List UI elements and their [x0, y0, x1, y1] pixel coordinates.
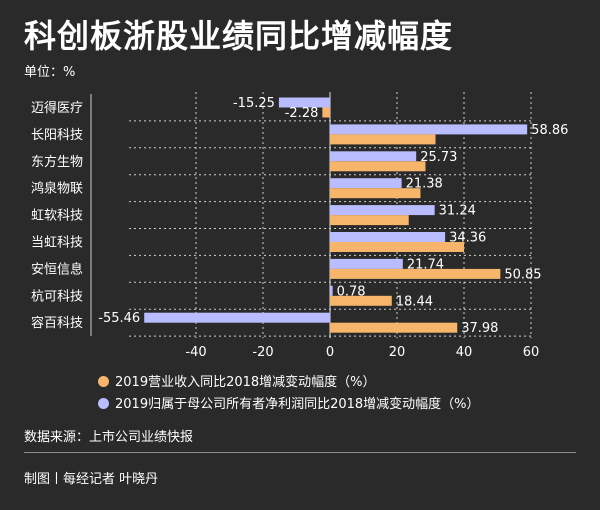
data-label-revenue-6: 50.85 — [504, 267, 541, 282]
bar-revenue-8 — [330, 322, 458, 333]
category-label-3: 鸿泉物联 — [31, 181, 83, 197]
category-label-2: 东方生物 — [31, 154, 83, 170]
legend-swatch-profit — [98, 398, 109, 409]
category-label-7: 杭可科技 — [31, 289, 83, 304]
x-tick-label-0: -40 — [185, 345, 206, 360]
data-label-profit-0: -15.25 — [233, 96, 275, 111]
bar-revenue-5 — [330, 242, 464, 252]
legend-item-revenue: 2019营业收入同比2018增减变动幅度（%） — [98, 375, 376, 391]
category-label-4: 虹软科技 — [31, 209, 83, 224]
bar-profit-6 — [330, 258, 403, 269]
unit-label: 单位：% — [24, 65, 76, 80]
bar-revenue-3 — [330, 188, 421, 199]
x-tick-label-4: 40 — [456, 345, 473, 360]
category-label-8: 容百科技 — [31, 315, 83, 331]
bar-revenue-0 — [322, 107, 330, 118]
credit-line: 制图丨每经记者 叶晓丹 — [24, 472, 159, 487]
x-tick-label-1: -20 — [252, 345, 273, 360]
legend-label-profit: 2019归属于母公司所有者净利润同比2018增减变动幅度（%） — [115, 397, 480, 412]
data-label-profit-2: 25.73 — [420, 150, 457, 165]
data-label-profit-3: 21.38 — [406, 177, 443, 192]
bar-profit-7 — [330, 285, 333, 296]
bar-profit-2 — [330, 151, 417, 162]
data-label-revenue-0: -2.28 — [285, 106, 319, 121]
x-tick-label-5: 60 — [523, 345, 540, 360]
bar-profit-5 — [330, 232, 446, 242]
bar-chart: -40 -20 0 20 40 60 迈得医疗 -15.25 -2.28 长阳科技 58.86 东方生… — [31, 92, 568, 360]
legend-item-profit: 2019归属于母公司所有者净利润同比2018增减变动幅度（%） — [98, 397, 480, 413]
data-label-profit-6: 21.74 — [407, 257, 444, 272]
bar-profit-8 — [144, 312, 330, 323]
bar-profit-1 — [330, 124, 528, 135]
bar-revenue-1 — [330, 134, 436, 145]
data-label-profit-7: 0.78 — [337, 284, 366, 299]
bar-revenue-7 — [330, 295, 392, 306]
bar-profit-0 — [278, 97, 330, 108]
legend-label-revenue: 2019营业收入同比2018增减变动幅度（%） — [115, 375, 376, 390]
bar-revenue-6 — [330, 268, 501, 279]
data-label-profit-4: 31.24 — [439, 204, 476, 219]
bar-profit-4 — [330, 205, 435, 216]
data-source: 数据来源：上市公司业绩快报 — [24, 430, 194, 445]
x-tick-label-3: 20 — [389, 345, 406, 360]
chart-title: 科创板浙股业绩同比增减幅度 — [24, 17, 454, 55]
data-label-profit-1: 58.86 — [531, 123, 568, 138]
bar-profit-3 — [330, 178, 402, 189]
category-label-5: 当虹科技 — [31, 236, 83, 251]
x-tick-label-2: 0 — [326, 345, 334, 360]
divider — [24, 452, 576, 453]
data-label-profit-5: 34.36 — [449, 231, 486, 246]
category-label-0: 迈得医疗 — [31, 100, 83, 116]
bar-revenue-2 — [330, 161, 426, 172]
data-label-revenue-8: 37.98 — [461, 321, 498, 336]
category-label-1: 长阳科技 — [31, 128, 83, 143]
legend-swatch-revenue — [98, 376, 109, 387]
bar-revenue-4 — [330, 215, 409, 226]
data-label-profit-8: -55.46 — [98, 311, 140, 326]
category-label-6: 安恒信息 — [31, 261, 83, 277]
data-label-revenue-7: 18.44 — [396, 294, 433, 309]
